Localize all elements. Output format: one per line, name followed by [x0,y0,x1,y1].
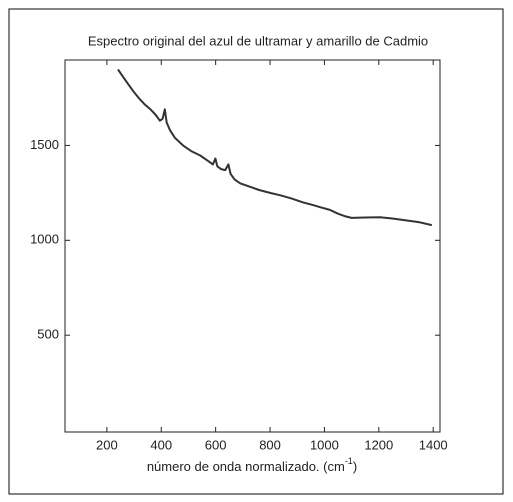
y-tick-label: 1000 [30,232,59,247]
chart-title: Espectro original del azul de ultramar y… [88,33,428,48]
x-tick-label: 200 [96,437,118,452]
x-axis-label-end: ) [353,459,357,474]
plot-box [64,59,441,433]
x-axis-label: número de onda normalizado. (cm-1) [147,456,357,474]
x-axis-label-sup: -1 [345,456,353,466]
y-tick-label: 1500 [30,137,59,152]
x-tick-label: 400 [150,437,172,452]
x-axis-label-text: número de onda normalizado. (cm [147,459,345,474]
x-tick-label: 1200 [364,437,393,452]
y-tick-label: 500 [37,327,59,342]
data-line [117,68,433,227]
x-tick-label: 1000 [310,437,339,452]
figure-frame [8,8,504,495]
x-tick-label: 600 [205,437,227,452]
x-tick-label: 800 [259,437,281,452]
x-tick-label: 1400 [419,437,448,452]
